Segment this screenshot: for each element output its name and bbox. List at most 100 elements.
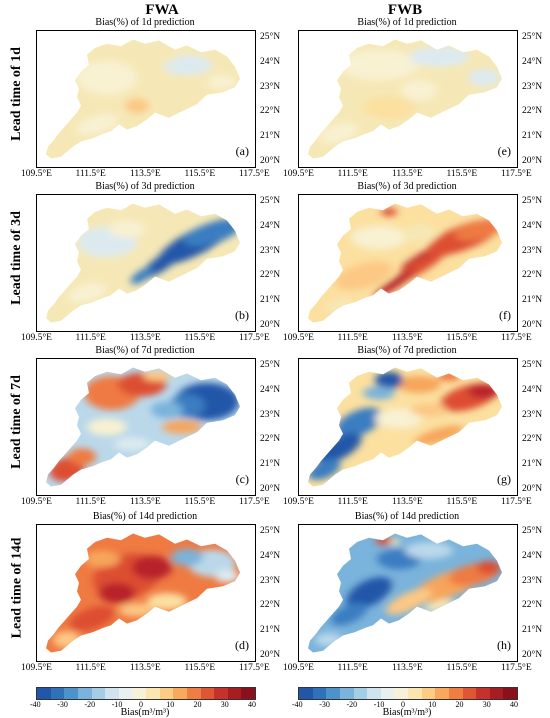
- colorbar-label: Bias(m³/m³): [382, 707, 432, 718]
- bias-region: [316, 433, 362, 464]
- map-panel: (f): [298, 194, 518, 332]
- bias-region: [454, 220, 502, 241]
- colorbar-swatch: [394, 688, 408, 699]
- bias-region: [114, 437, 150, 451]
- x-tick-label: 113.5°E: [130, 497, 161, 507]
- colorbar-tick-label: -30: [319, 700, 330, 709]
- colorbar: [36, 687, 256, 700]
- colorbar-tick-label: -20: [84, 700, 96, 709]
- bias-region: [84, 550, 120, 568]
- panel-label: (g): [497, 472, 511, 486]
- colorbar-tick-label: -30: [57, 700, 68, 709]
- x-tick-label: 111.5°E: [337, 663, 368, 673]
- y-tick-label: 20°N: [260, 156, 281, 166]
- bias-region: [69, 605, 115, 632]
- colorbar-label: Bias(m³/m³): [120, 707, 170, 718]
- panel-title: Bias(%) of 1d prediction: [357, 17, 457, 28]
- x-tick-label: 115.5°E: [184, 497, 216, 507]
- colorbar-swatch: [241, 688, 255, 699]
- y-tick-label: 24°N: [522, 56, 543, 67]
- y-tick-label: 22°N: [260, 600, 281, 611]
- panel-label: (f): [499, 308, 511, 322]
- bias-region: [137, 49, 177, 64]
- y-tick-label: 24°N: [522, 384, 543, 395]
- bias-region: [77, 60, 137, 95]
- colorbar-swatch: [503, 688, 517, 699]
- bias-region: [351, 225, 407, 250]
- bias-region: [414, 425, 464, 446]
- bias-region: [99, 582, 135, 604]
- bias-region: [87, 418, 127, 436]
- y-tick-label: 24°N: [260, 384, 281, 395]
- x-tick-label: 109.5°E: [21, 663, 52, 673]
- colorbar-swatch: [146, 688, 160, 699]
- y-tick-label: 24°N: [260, 550, 281, 561]
- colorbar-swatch: [462, 688, 477, 699]
- colorbar-swatch: [408, 688, 422, 699]
- panel-label: (d): [235, 638, 249, 652]
- colorbar-swatch: [214, 688, 228, 699]
- y-tick-label: 22°N: [522, 600, 543, 611]
- y-tick-label: 25°N: [522, 196, 543, 206]
- bias-region: [68, 448, 96, 466]
- x-tick-label: 109.5°E: [21, 169, 52, 179]
- x-tick-label: 109.5°E: [21, 333, 52, 343]
- bias-region: [468, 384, 500, 399]
- map-panel: (b): [36, 194, 256, 332]
- x-tick-label: 113.5°E: [130, 663, 161, 673]
- colorbar-tick-label: 20: [455, 700, 464, 709]
- bias-region: [423, 599, 455, 613]
- colorbar-swatch: [339, 688, 354, 699]
- bias-region: [162, 54, 212, 76]
- bias-region: [376, 535, 392, 546]
- colorbar-swatch: [50, 688, 65, 699]
- x-tick-label: 111.5°E: [75, 333, 106, 343]
- bias-region: [330, 603, 368, 626]
- bias-region: [339, 49, 419, 81]
- bias-region: [468, 69, 500, 87]
- row-label-1d: Lead time of 1d: [9, 47, 24, 141]
- x-tick-label: 111.5°E: [75, 663, 106, 673]
- bias-region: [409, 46, 469, 67]
- y-tick-label: 23°N: [522, 245, 543, 256]
- row-label-3d: Lead time of 3d: [9, 211, 24, 305]
- x-tick-label: 109.5°E: [283, 333, 314, 343]
- colorbar-swatch: [105, 688, 119, 699]
- bias-region: [143, 370, 171, 382]
- colorbar-swatch: [299, 688, 313, 699]
- map-panel: (d): [36, 524, 256, 662]
- panel-label: (e): [497, 144, 511, 158]
- x-tick-label: 109.5°E: [21, 497, 52, 507]
- x-tick-label: 117.5°E: [501, 169, 532, 179]
- x-tick-label: 117.5°E: [239, 497, 270, 507]
- y-tick-label: 25°N: [522, 32, 543, 42]
- x-tick-label: 109.5°E: [283, 497, 314, 507]
- y-tick-label: 25°N: [260, 196, 281, 206]
- x-tick-label: 111.5°E: [337, 333, 368, 343]
- map-panel: (a): [36, 30, 256, 168]
- panel-title: Bias(%) of 1d prediction: [95, 17, 195, 28]
- y-tick-label: 20°N: [260, 484, 281, 494]
- x-tick-label: 111.5°E: [75, 497, 106, 507]
- panel-title: Bias(%) of 14d prediction: [354, 511, 460, 522]
- colorbar-tick-label: -10: [111, 700, 123, 709]
- colorbar-tick-label: 0: [401, 700, 405, 709]
- colorbar-tick-label: 20: [193, 700, 202, 709]
- bias-region: [67, 282, 107, 303]
- bias-region: [315, 632, 343, 647]
- map-panel: (c): [36, 358, 256, 496]
- colorbar-tick-label: -20: [346, 700, 358, 709]
- x-tick-label: 115.5°E: [184, 169, 216, 179]
- colorbar-tick-label: 30: [220, 700, 229, 709]
- bias-region: [437, 370, 461, 382]
- map-panel: (e): [298, 30, 518, 168]
- panel-label: (c): [235, 472, 249, 486]
- y-tick-label: 22°N: [260, 106, 281, 117]
- colorbar-swatch: [489, 688, 504, 699]
- panel-title: Bias(%) of 3d prediction: [95, 181, 195, 192]
- x-tick-label: 117.5°E: [239, 169, 270, 179]
- colorbar-swatch: [435, 688, 449, 699]
- colorbar-swatch: [118, 688, 133, 699]
- y-tick-label: 24°N: [522, 220, 543, 231]
- x-tick-label: 111.5°E: [337, 497, 368, 507]
